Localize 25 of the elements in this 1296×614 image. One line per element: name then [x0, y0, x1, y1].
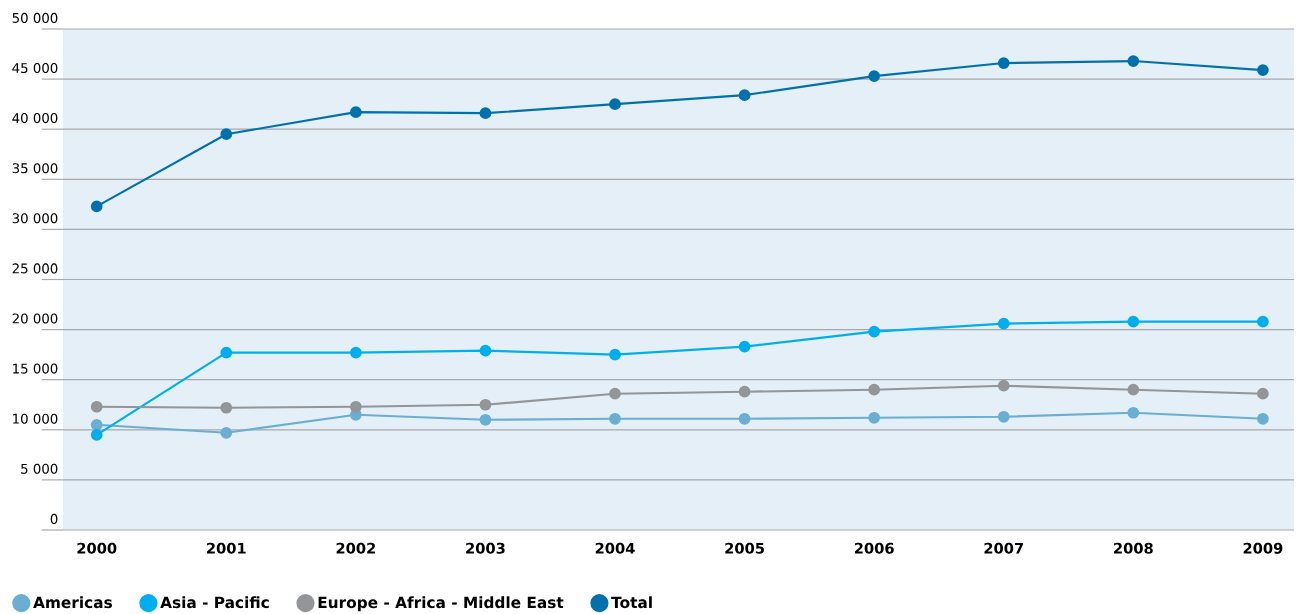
x-tick-label: 2009: [1243, 542, 1283, 554]
x-tick-label: 2005: [725, 542, 764, 554]
x-tick-label: 2007: [984, 542, 1023, 554]
y-tick-label: 25 000: [12, 263, 58, 274]
y-tick-label: 20 000: [12, 313, 58, 324]
y-tick-label: 5 000: [21, 463, 58, 474]
y-tick-label: 35 000: [12, 163, 58, 174]
y-tick-label: 30 000: [12, 213, 58, 224]
y-tick-label: 50 000: [12, 12, 58, 23]
y-tick-label: 15 000: [13, 363, 58, 374]
x-tick-label: 2008: [1114, 542, 1153, 554]
x-tick-label: 2000: [77, 542, 117, 554]
legend-label: Total: [611, 596, 652, 609]
x-tick-label: 2003: [466, 542, 505, 554]
legend-label: Europe - Africa - Middle East: [318, 596, 564, 612]
x-tick-label: 2001: [207, 542, 246, 554]
legend-label: Asia - Pacific: [160, 596, 269, 609]
x-tick-label: 2006: [854, 542, 894, 554]
legend-label: Americas: [33, 596, 112, 609]
x-tick-label: 2004: [595, 542, 635, 554]
y-tick-label: 10 000: [13, 413, 58, 424]
y-tick-label: 45 000: [12, 62, 58, 74]
y-tick-label: 40 000: [12, 113, 58, 124]
y-tick-label: 0: [50, 513, 58, 524]
x-tick-label: 2002: [336, 542, 375, 554]
